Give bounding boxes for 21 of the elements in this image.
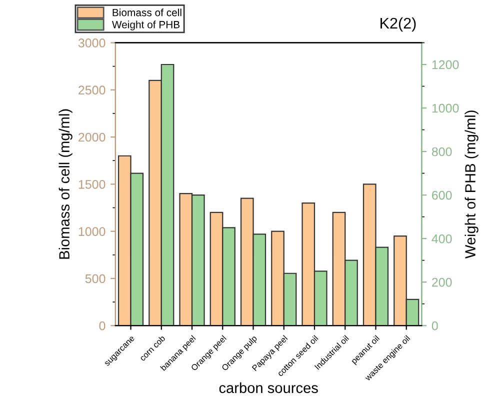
- y2-tick-label: 1200: [432, 60, 459, 70]
- y-tick-label: 3000: [78, 38, 106, 48]
- y-tick-label: 1000: [78, 227, 106, 236]
- legend-label: Weight of PHB: [112, 20, 180, 30]
- y2-tick-label: 800: [432, 147, 452, 156]
- chart-title: K2(2): [380, 17, 416, 32]
- y-tick-label: 1500: [78, 180, 106, 189]
- y-tick-label: 2500: [78, 86, 106, 95]
- y-tick-label: 0: [99, 321, 106, 330]
- y2-tick-label: 400: [432, 234, 452, 244]
- y2-tick-label: 600: [432, 190, 452, 200]
- y-axis-title: Biomass of cell (mg/ml): [58, 109, 72, 259]
- x-tick-label: corn cob: [139, 334, 166, 362]
- y2-tick-label: 200: [432, 278, 452, 287]
- y2-tick-label: 1000: [432, 104, 459, 113]
- y2-axis-title: Weight of PHB (mg/ml): [464, 110, 478, 259]
- x-axis-title: carbon sources: [219, 382, 318, 394]
- y-tick-label: 500: [85, 274, 106, 284]
- y2-tick-label: 0: [432, 321, 438, 330]
- legend-label: Biomass of cell: [112, 8, 182, 16]
- y-tick-label: 2000: [78, 132, 106, 142]
